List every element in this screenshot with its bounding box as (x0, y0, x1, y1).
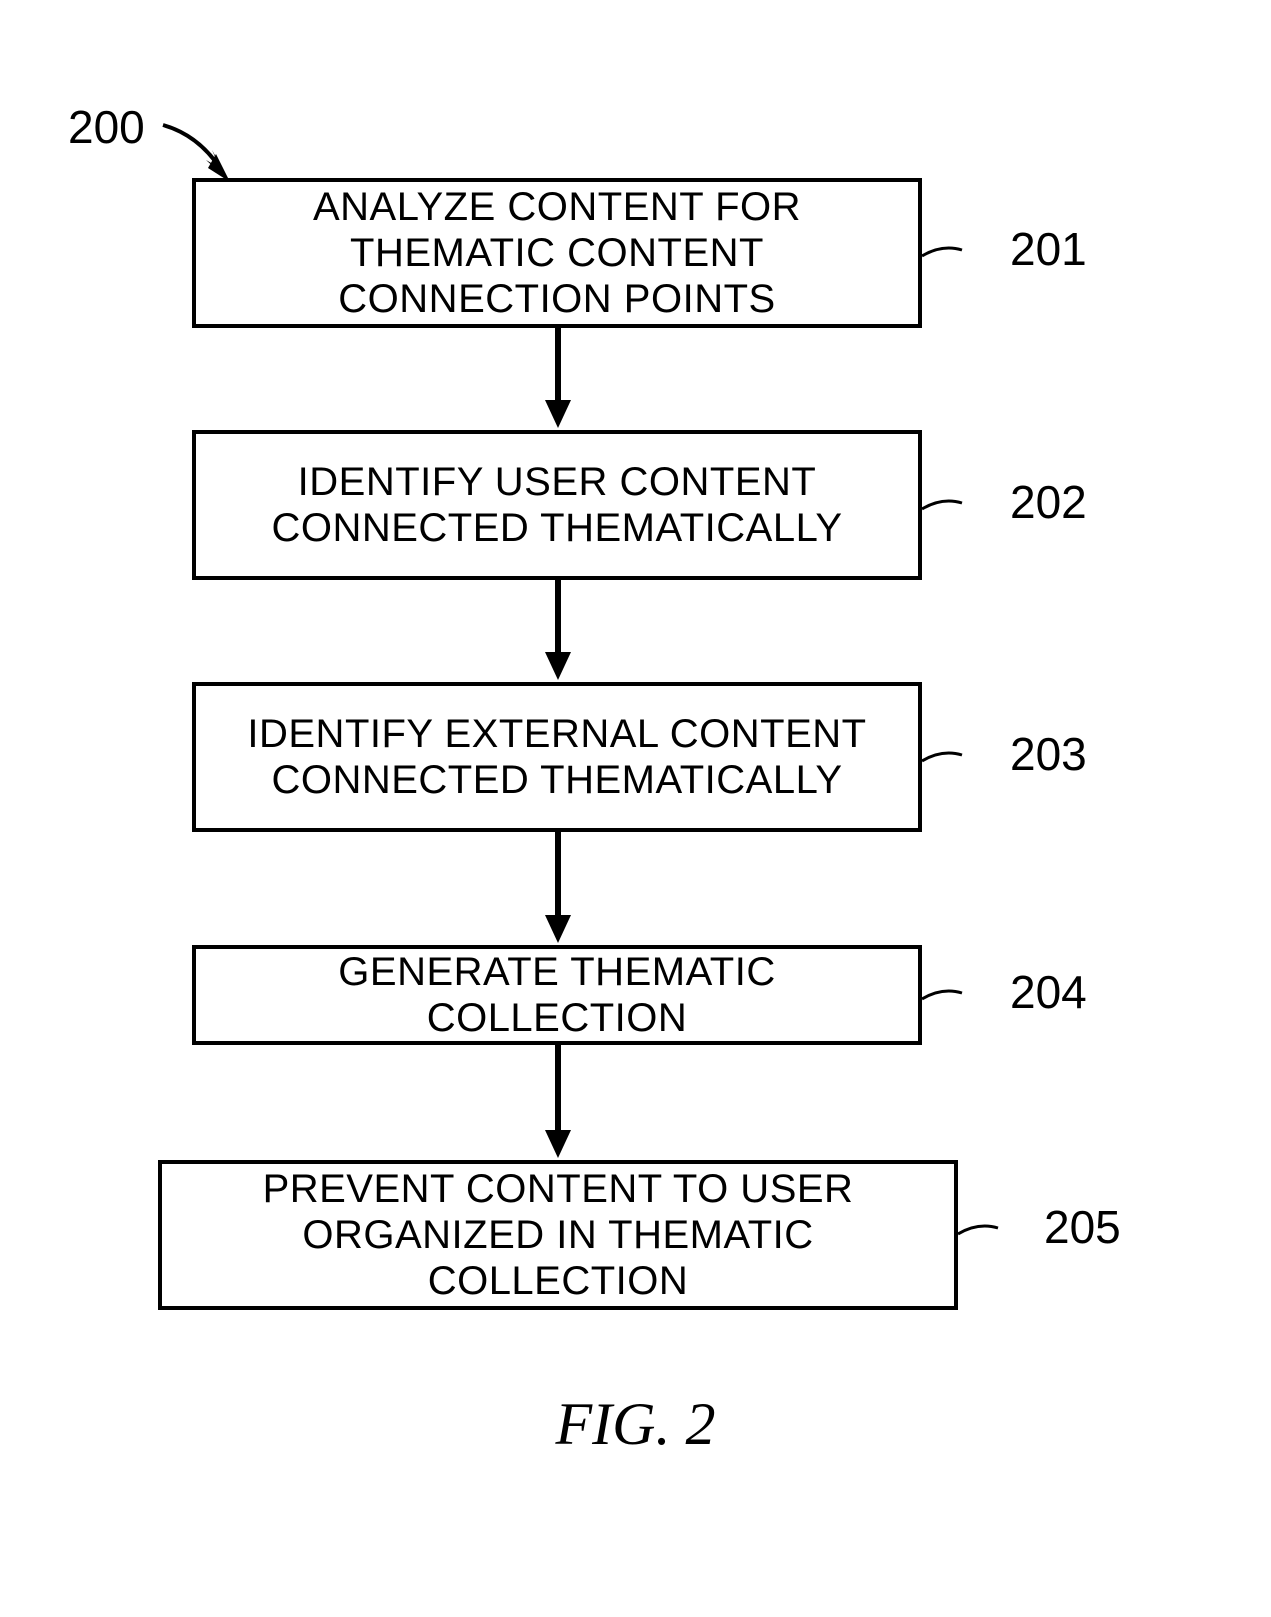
flow-box-203: IDENTIFY EXTERNAL CONTENT CONNECTED THEM… (192, 682, 922, 832)
figure-caption: FIG. 2 (0, 1390, 1271, 1459)
flow-box-text: IDENTIFY USER CONTENT CONNECTED THEMATIC… (216, 459, 898, 551)
box-label-203: 203 (1010, 727, 1087, 781)
flow-box-204: GENERATE THEMATIC COLLECTION (192, 945, 922, 1045)
box-label-202: 202 (1010, 475, 1087, 529)
arrow-3 (543, 832, 573, 945)
flow-box-text: PREVENT CONTENT TO USER ORGANIZED IN THE… (182, 1166, 934, 1304)
label-leader-205 (958, 1214, 1008, 1254)
flow-box-201: ANALYZE CONTENT FOR THEMATIC CONTENT CON… (192, 178, 922, 328)
flow-box-202: IDENTIFY USER CONTENT CONNECTED THEMATIC… (192, 430, 922, 580)
label-leader-204 (922, 979, 972, 1019)
diagram-canvas: 200 ANALYZE CONTENT FOR THEMATIC CONTENT… (0, 0, 1271, 1617)
box-label-201: 201 (1010, 222, 1087, 276)
box-label-204: 204 (1010, 965, 1087, 1019)
flow-box-205: PREVENT CONTENT TO USER ORGANIZED IN THE… (158, 1160, 958, 1310)
label-leader-201 (922, 236, 972, 276)
label-leader-203 (922, 741, 972, 781)
flow-box-text: GENERATE THEMATIC COLLECTION (216, 949, 898, 1041)
arrow-1 (543, 328, 573, 430)
arrow-2 (543, 580, 573, 682)
flow-box-text: ANALYZE CONTENT FOR THEMATIC CONTENT CON… (216, 184, 898, 322)
flow-box-text: IDENTIFY EXTERNAL CONTENT CONNECTED THEM… (216, 711, 898, 803)
arrow-4 (543, 1045, 573, 1160)
box-label-205: 205 (1044, 1200, 1121, 1254)
diagram-ref-number: 200 (68, 100, 145, 154)
label-leader-202 (922, 489, 972, 529)
